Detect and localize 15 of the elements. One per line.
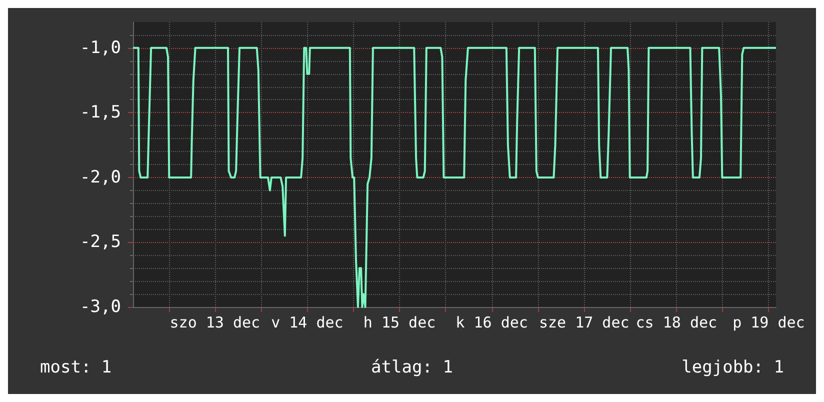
x-tick-label: v 14 dec <box>271 314 344 332</box>
text: most: 1 <box>40 358 112 378</box>
y-tick-label: -1,5 <box>80 102 121 123</box>
x-tick-label: p 19 dec <box>732 314 805 332</box>
y-tick-label: -2,0 <box>80 167 121 188</box>
y-tick-label: -1,0 <box>80 38 121 58</box>
y-tick-label: -2,5 <box>80 232 121 252</box>
x-tick-label: k 16 dec <box>456 314 528 332</box>
y-tick-label: -3,0 <box>80 297 121 317</box>
text: legjobb: 1 <box>682 358 784 378</box>
x-tick-label: h 15 dec <box>363 314 436 332</box>
x-tick-label: szo 13 dec <box>170 314 260 332</box>
text: átlag: 1 <box>371 358 453 378</box>
x-tick-label: cs 18 dec <box>636 314 718 332</box>
x-tick-label: sze 17 dec <box>538 314 630 332</box>
